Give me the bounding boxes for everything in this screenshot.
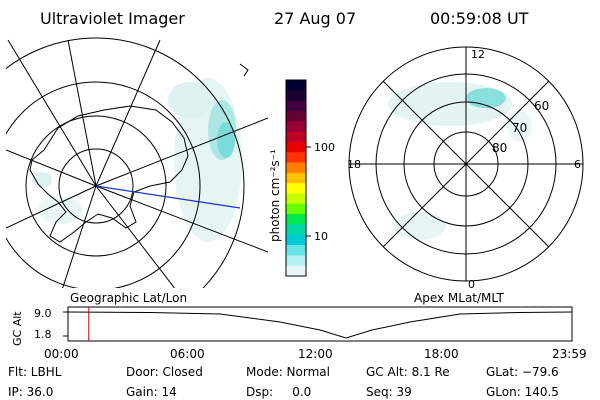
colorbar-cell [286,265,306,277]
mlat-label-60: 60 [534,99,549,113]
mlt-label-18: 18 [347,158,361,171]
coastline-fragment [239,63,249,77]
colorbar: 100 10 photon cm⁻²s⁻¹ [268,79,335,277]
meridian-lines [6,39,268,288]
mlat-label-70: 70 [512,121,527,135]
geographic-label: Geographic Lat/Lon [70,291,187,305]
colorbar-cell [286,172,306,184]
colorbar-cell [286,90,306,102]
mlt-label-0: 0 [468,278,475,291]
status-panel: Flt: LBHL Door: Closed Mode: Normal GC A… [8,365,559,399]
lat-circle-pole [58,148,134,224]
mlat-label-80: 80 [492,141,507,155]
colorbar-tick-100: 100 [314,141,335,154]
colorbar-cell [286,152,306,164]
status-glat: GLat: −79.6 [486,365,559,379]
timeline-ylabel: GC Alt [11,311,24,346]
colorbar-cell [286,121,306,133]
coastline-antarctica [29,105,189,243]
colorbar-cell [286,80,306,91]
colorbar-cell [286,214,306,225]
status-gc-alt: GC Alt: 8.1 Re [366,365,450,379]
timeline-xtick-1200: 12:00 [298,347,333,361]
status-filter: Flt: LBHL [8,365,62,379]
colorbar-cell [286,162,306,174]
status-ip: IP: 36.0 [8,385,53,399]
status-door: Door: Closed [126,365,203,379]
time-label: 00:59:08 UT [430,9,529,28]
colorbar-cell [286,141,306,153]
colorbar-tick-10: 10 [314,230,328,243]
instrument-title: Ultraviolet Imager [40,9,185,28]
colorbar-cell [286,100,306,112]
mlt-lines [349,47,583,281]
colorbar-cell [286,131,306,143]
mlt-label-6: 6 [574,158,581,171]
colorbar-cell [286,203,306,215]
colorbar-cell [286,193,306,205]
colorbar-cell [286,183,306,194]
status-gain: Gain: 14 [126,385,177,399]
colorbar-cell [286,255,306,267]
sun-direction-line [95,185,241,209]
altitude-curve [67,311,573,339]
lat-circle-outer [6,37,245,288]
colorbar-unit-label: photon cm⁻²s⁻¹ [268,149,282,242]
colorbar-cell [286,224,306,236]
colorbar-cell [286,110,306,122]
timeline-ytick-9: 9.0 [34,307,52,320]
altitude-timeline: GC Alt 9.0 1.8 00:00 06:00 12:00 18:00 2… [11,306,587,361]
timeline-xtick-0000: 00:00 [44,347,79,361]
date-label: 27 Aug 07 [274,9,356,28]
magnetic-map: 12 18 6 0 60 70 80 [347,46,584,291]
aurora-emission-right [388,82,532,240]
timeline-xtick-0600: 06:00 [170,347,205,361]
timeline-ytick-1.8: 1.8 [34,328,52,341]
geographic-map [6,37,268,288]
status-seq: Seq: 39 [366,385,412,399]
apex-label: Apex MLat/MLT [414,291,504,305]
lat-circle-inner [25,115,167,257]
aurora-emission-left [32,78,242,242]
colorbar-cell [286,245,306,256]
status-mode: Mode: Normal [246,365,330,379]
mlt-label-12: 12 [471,48,485,61]
timeline-xtick-1800: 18:00 [424,347,459,361]
colorbar-cell [286,234,306,246]
status-glon: GLon: 140.5 [486,385,559,399]
status-dsp: Dsp: 0.0 [246,385,311,399]
lat-circle-mid [6,81,201,288]
timeline-xtick-2359: 23:59 [552,347,587,361]
